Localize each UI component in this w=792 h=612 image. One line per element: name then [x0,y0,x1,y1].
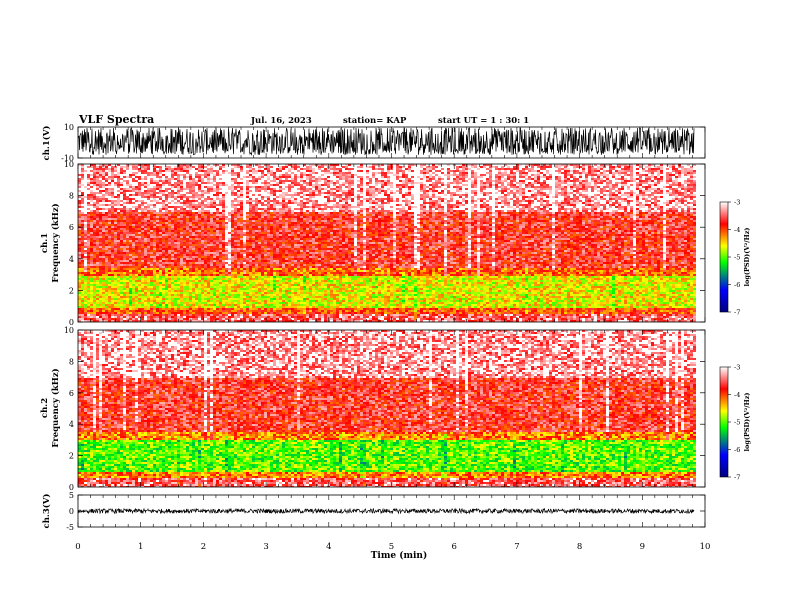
ch1-spectrogram-ylabel-line1: ch.1 [40,233,50,253]
ch1-waveform-panel: 10 -10 [61,123,706,163]
ch1-colorbar-tick-label: -5 [734,254,740,262]
ch1-waveform-ytick-label: 10 [64,123,74,132]
ch2-spectrogram-ytick-label: 10 [64,326,74,335]
ch2-colorbar-label: log(PSD)(V²/Hz) [743,393,751,452]
x-tick-label: 8 [577,542,582,552]
x-tick-label: 9 [640,542,645,552]
ch2-colorbar: -3 -4 -5 -6 -7 log(PSD)(V²/Hz) [719,364,751,482]
x-tick-label: 10 [700,542,711,552]
ch2-spectrogram-image [78,330,705,487]
ch1-spectrogram-panel: 0 2 4 6 8 10 [64,160,706,327]
x-axis-label: Time (min) [371,550,428,561]
ch2-colorbar-tick-label: -5 [734,419,740,427]
station-label: station= KAP [343,116,407,126]
ch2-spectrogram-ylabel-line2: Frequency (kHz) [50,368,61,447]
ch1-colorbar-tick-label: -4 [734,226,740,234]
ch1-colorbar-tick-label: -7 [734,309,740,317]
ch1-spectrogram-ytick-label: 6 [69,223,74,232]
ch2-colorbar-gradient [719,366,729,478]
x-tick-label: 2 [201,542,206,552]
ch2-spectrogram-ytick-label: 2 [69,452,74,461]
x-tick-label: 4 [326,542,331,552]
ch2-spectrogram-ytick-label: 4 [69,420,74,429]
ch2-spectrogram-panel: 0 2 4 6 8 10 [64,326,706,492]
start-time-label: start UT = 1 : 30: 1 [438,116,529,126]
ch1-colorbar-label: log(PSD)(V²/Hz) [743,228,751,287]
ch1-spectrogram-ytick-label: 2 [69,286,74,295]
x-tick-label: 3 [263,542,268,552]
ch2-colorbar-tick-label: -7 [734,474,740,482]
ch1-waveform-trace [77,126,695,156]
ch1-spectrogram-ytick-label: 8 [69,192,74,201]
ch1-colorbar-tick-label: -6 [734,281,740,289]
time-axis: 0 1 2 3 4 5 6 7 8 9 10 [75,542,710,552]
ch1-spectrogram-ylabel-line2: Frequency (kHz) [50,203,61,282]
ch2-spectrogram-ytick-label: 8 [69,357,74,366]
ch1-waveform-ytick-label: -10 [61,154,74,163]
ch1-spectrogram-ytick-label: 10 [64,160,74,169]
ch2-colorbar-tick-label: -3 [734,364,740,372]
date-label: Jul. 16, 2023 [250,116,312,126]
ch2-colorbar-tick-label: -4 [734,391,740,399]
ch3-waveform-ytick-label: 0 [69,507,74,516]
ch2-spectrogram-ytick-label: 0 [69,483,74,492]
ch3-waveform-panel: 5 0 -5 [66,491,706,532]
x-tick-label: 6 [451,542,456,552]
x-tick-label: 5 [389,542,394,552]
figure-title: VLF Spectra [78,113,154,126]
ch1-colorbar-gradient [719,201,729,313]
ch3-waveform-ytick-label: -5 [66,523,74,532]
x-tick-label: 0 [75,542,80,552]
ch2-spectrogram-ylabel-line1: ch.2 [40,398,50,418]
ch1-spectrogram-image [78,164,705,322]
ch1-waveform-ylabel: ch.1(V) [41,126,52,161]
ch2-colorbar-tick-label: -6 [734,446,740,454]
ch1-spectrogram-ytick-label: 0 [69,318,74,327]
ch1-colorbar-tick-label: -3 [734,199,740,207]
ch1-colorbar: -3 -4 -5 -6 -7 log(PSD)(V²/Hz) [719,199,751,317]
ch1-spectrogram-ytick-label: 4 [69,255,74,264]
ch3-waveform-ytick-label: 5 [69,491,74,500]
ch3-waveform-trace [77,507,695,515]
ch2-spectrogram-ytick-label: 6 [69,389,74,398]
ch3-waveform-ylabel: ch.3(V) [41,494,52,529]
x-tick-label: 7 [514,542,519,552]
x-tick-label: 1 [138,542,143,552]
